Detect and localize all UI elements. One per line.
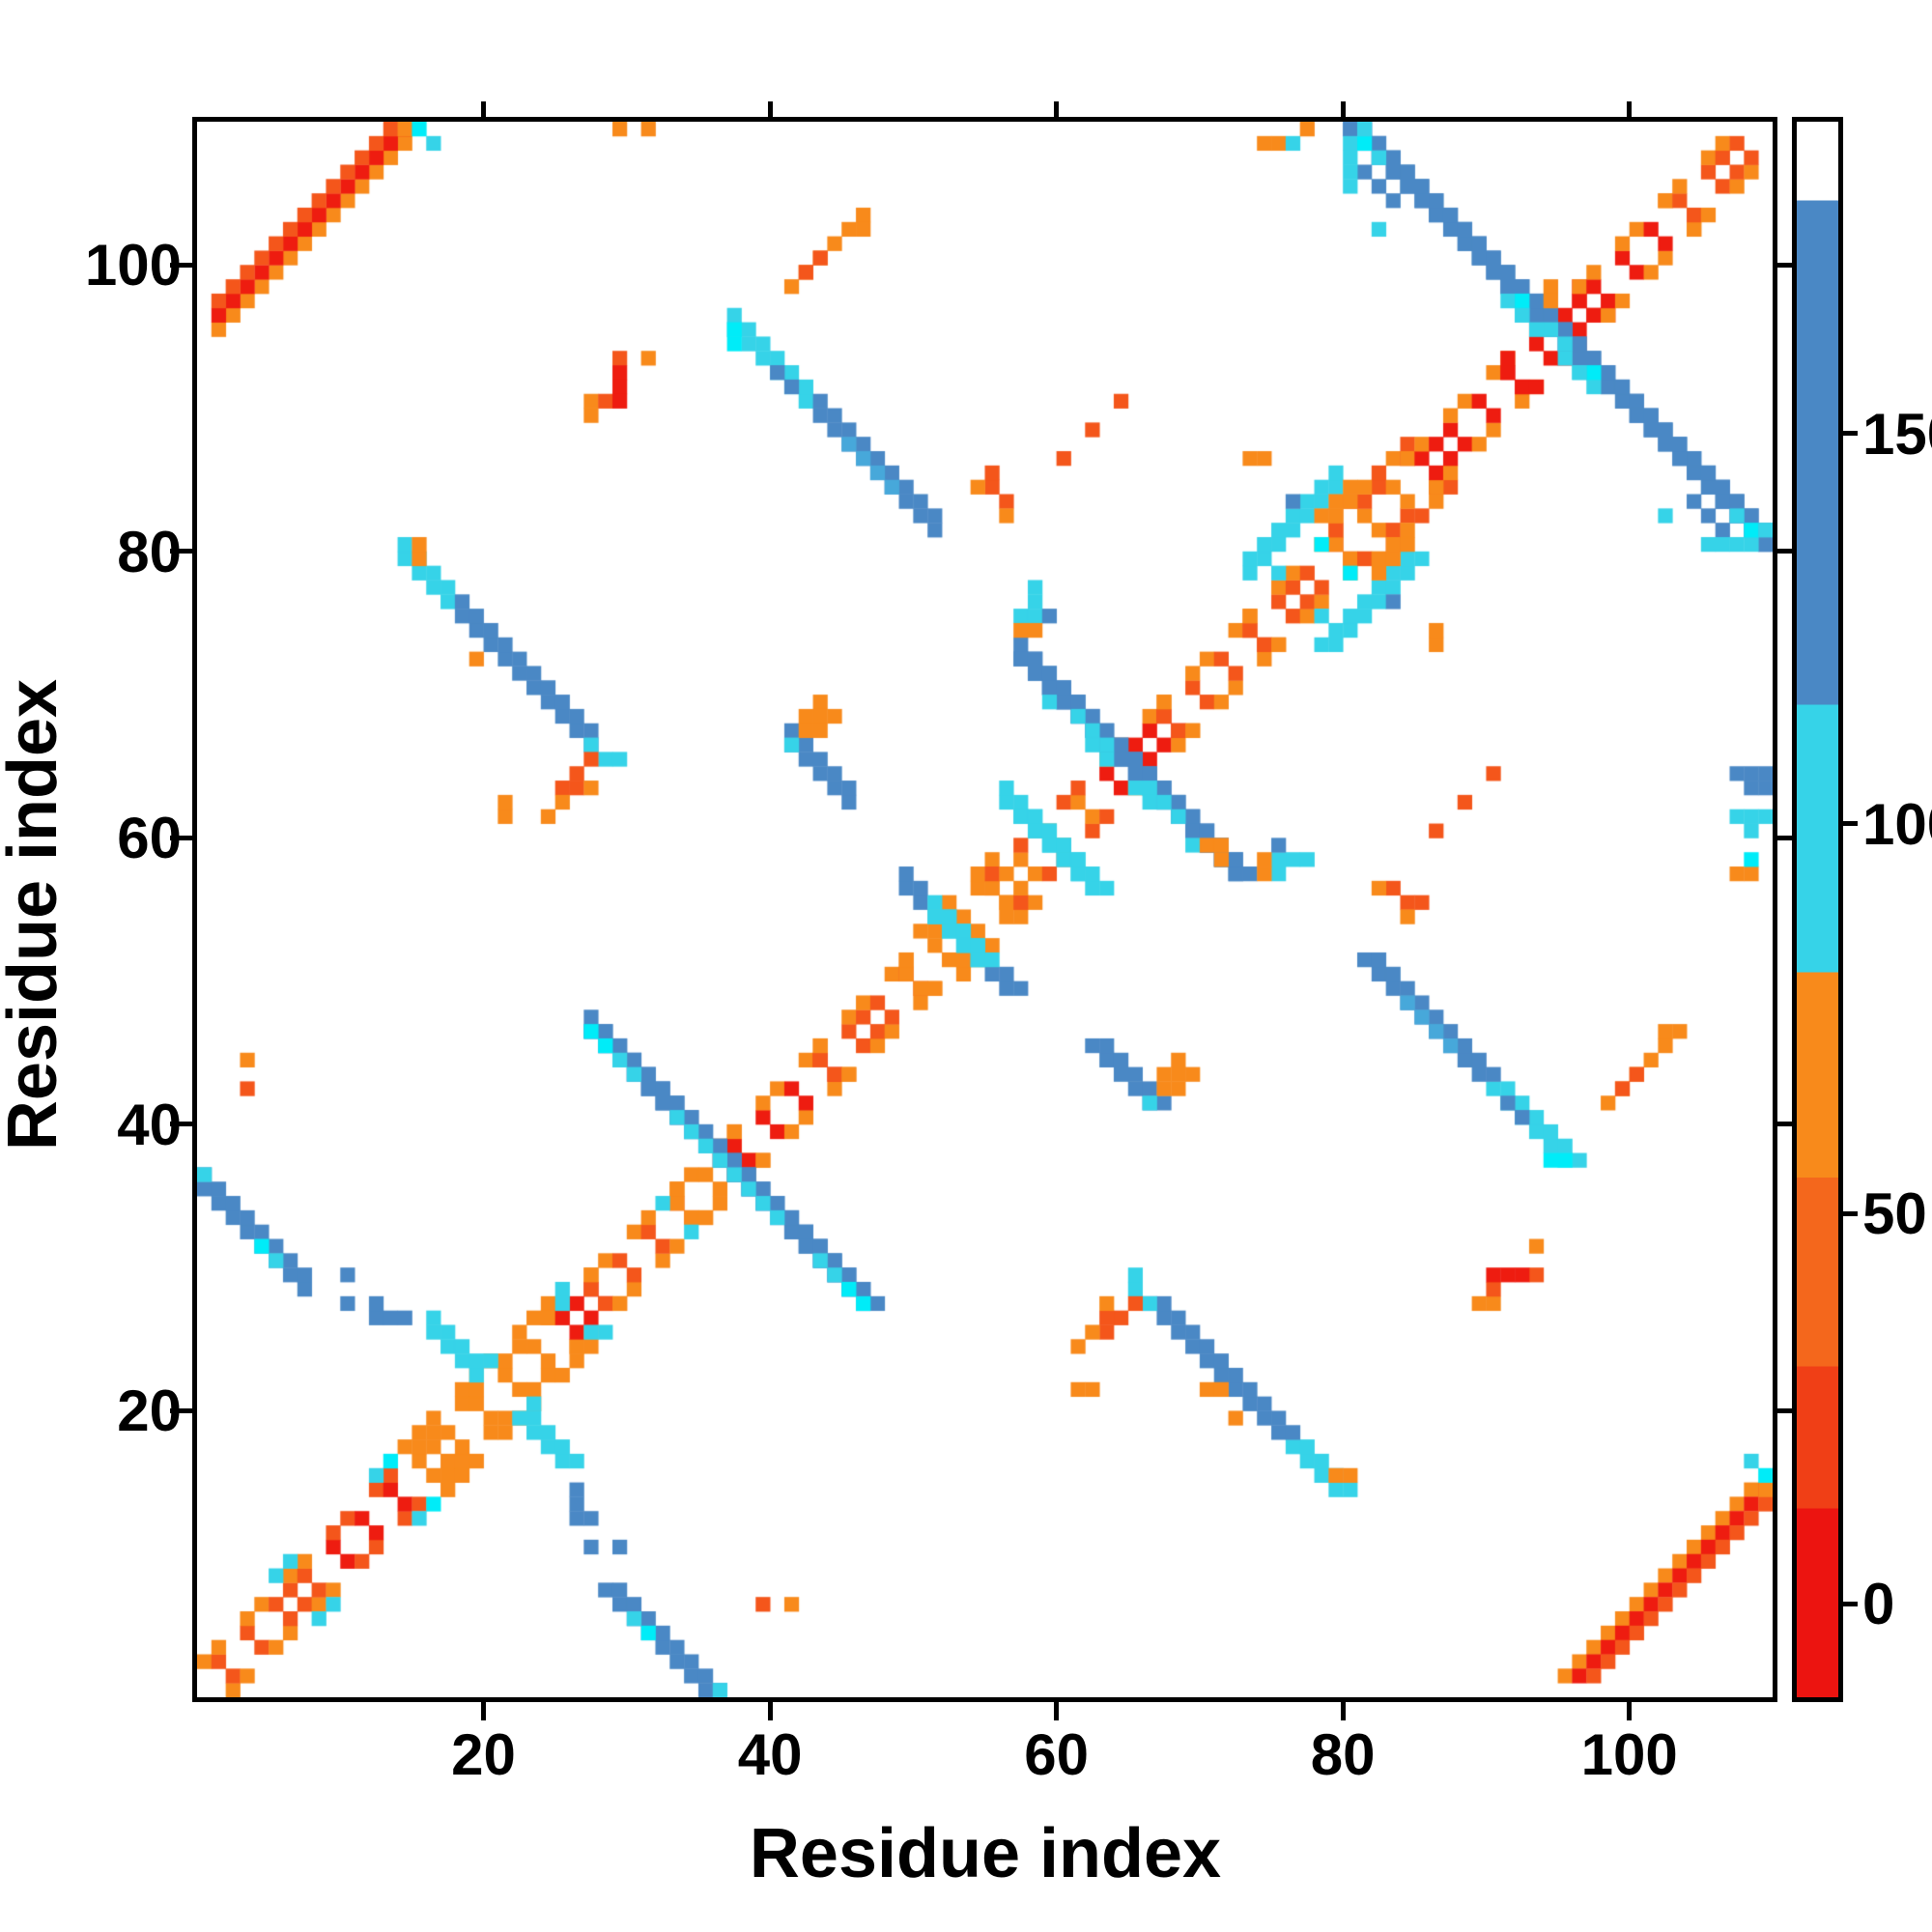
y-tick-label: 60 (117, 806, 182, 871)
y-tick-mark-right (1777, 1407, 1792, 1413)
y-tick-mark-right (1777, 549, 1792, 554)
x-axis-title: Residue index (749, 1815, 1222, 1892)
y-tick-label: 40 (117, 1092, 182, 1157)
y-tick-label: 20 (117, 1378, 182, 1444)
x-tick-mark (1054, 1697, 1060, 1720)
x-tick-mark-top (767, 101, 773, 117)
y-tick-mark-right (1777, 1122, 1792, 1127)
x-tick-label: 20 (451, 1722, 516, 1787)
x-tick-mark-top (1340, 101, 1346, 117)
x-tick-mark-top (481, 101, 487, 117)
colorbar-tick-label: 150 (1862, 401, 1932, 467)
colorbar-tick-mark (1843, 431, 1858, 437)
x-tick-mark (481, 1697, 487, 1720)
x-tick-label: 40 (737, 1722, 803, 1787)
colorbar-tick-mark (1843, 1210, 1858, 1216)
y-tick-mark-right (1777, 262, 1792, 268)
colorbar-tick-label: 100 (1862, 791, 1932, 857)
y-tick-mark (170, 549, 192, 554)
x-tick-mark (1627, 1697, 1633, 1720)
x-tick-label: 60 (1024, 1722, 1089, 1787)
y-tick-mark (170, 1122, 192, 1127)
y-tick-mark-right (1777, 835, 1792, 840)
colorbar-tick-mark (1843, 1601, 1858, 1606)
y-tick-label: 80 (117, 519, 182, 584)
x-tick-label: 80 (1310, 1722, 1376, 1787)
x-tick-mark (1340, 1697, 1346, 1720)
x-tick-mark (767, 1697, 773, 1720)
y-tick-mark (170, 835, 192, 840)
colorbar-tick-label: 0 (1862, 1572, 1895, 1637)
y-tick-mark (170, 262, 192, 268)
y-tick-label: 100 (84, 233, 182, 298)
contact-map-canvas (197, 122, 1773, 1697)
y-axis-title: Residue index (0, 678, 71, 1151)
x-tick-label: 100 (1580, 1722, 1678, 1787)
colorbar-tick-mark (1843, 821, 1858, 827)
colorbar (1792, 117, 1843, 1702)
x-tick-mark-top (1054, 101, 1060, 117)
colorbar-tick-label: 50 (1862, 1181, 1927, 1247)
x-tick-mark-top (1627, 101, 1633, 117)
y-tick-mark (170, 1407, 192, 1413)
plot-frame (192, 117, 1777, 1702)
